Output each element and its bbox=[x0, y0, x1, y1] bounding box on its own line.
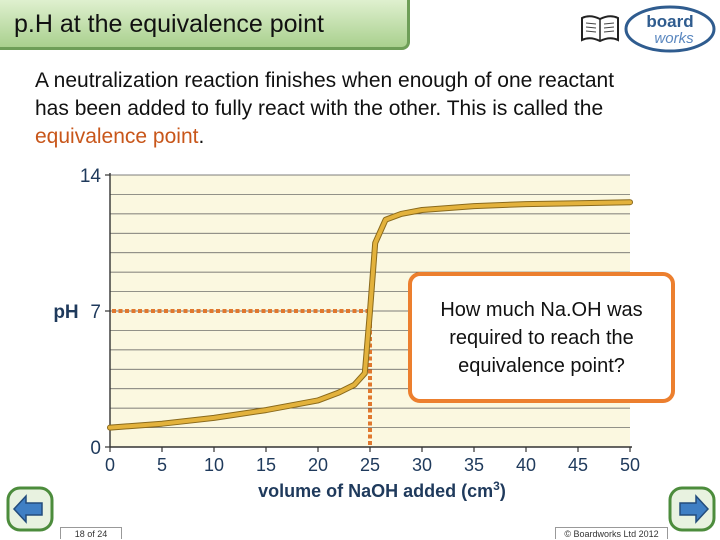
title-tab: p.H at the equivalence point bbox=[0, 0, 410, 50]
boardworks-logo: board works bbox=[624, 5, 716, 53]
page-title: p.H at the equivalence point bbox=[14, 10, 324, 38]
intro-period: . bbox=[198, 125, 205, 148]
x-tick-label: 15 bbox=[256, 455, 276, 475]
arrow-left-icon bbox=[12, 494, 43, 524]
x-tick-label: 50 bbox=[620, 455, 640, 475]
callout-text: How much Na.OH was required to reach the… bbox=[440, 298, 643, 377]
x-tick-label: 40 bbox=[516, 455, 536, 475]
x-tick-label: 45 bbox=[568, 455, 588, 475]
next-slide-button[interactable] bbox=[668, 486, 716, 532]
x-tick-label: 5 bbox=[157, 455, 167, 475]
x-tick-label: 10 bbox=[204, 455, 224, 475]
book-icon bbox=[581, 15, 619, 43]
copyright-notice: © Boardworks Ltd 2012 bbox=[555, 527, 668, 539]
x-axis-label-main: volume of NaOH added (cm bbox=[258, 481, 493, 501]
logo-works-text: works bbox=[654, 30, 694, 47]
logo-board-text: board bbox=[646, 12, 693, 31]
title-bar: p.H at the equivalence point board works bbox=[0, 0, 720, 56]
x-axis-label: volume of NaOH added (cm3) bbox=[258, 479, 506, 501]
x-tick-label: 25 bbox=[360, 455, 380, 475]
x-tick-label: 30 bbox=[412, 455, 432, 475]
equivalence-point-highlight: equivalence point bbox=[35, 125, 199, 148]
intro-line-1: A neutralization reaction finishes when … bbox=[35, 69, 615, 92]
intro-line-2: has been added to fully react with the o… bbox=[35, 97, 604, 120]
previous-slide-button[interactable] bbox=[6, 486, 54, 532]
intro-text: A neutralization reaction finishes when … bbox=[35, 67, 705, 151]
x-axis-label-end: ) bbox=[500, 481, 506, 501]
x-tick-label: 35 bbox=[464, 455, 484, 475]
y-tick-label: 0 bbox=[90, 438, 101, 459]
arrow-right-icon bbox=[679, 494, 710, 524]
x-tick-label: 0 bbox=[105, 455, 115, 475]
x-axis-label-sup: 3 bbox=[493, 479, 500, 493]
y-axis-label: pH bbox=[53, 302, 78, 323]
titration-curve bbox=[108, 200, 632, 430]
page-number: 18 of 24 bbox=[60, 527, 122, 539]
question-callout: How much Na.OH was required to reach the… bbox=[408, 272, 675, 403]
y-tick-label: 14 bbox=[80, 166, 102, 187]
y-tick-label: 7 bbox=[90, 302, 101, 323]
x-tick-label: 20 bbox=[308, 455, 328, 475]
